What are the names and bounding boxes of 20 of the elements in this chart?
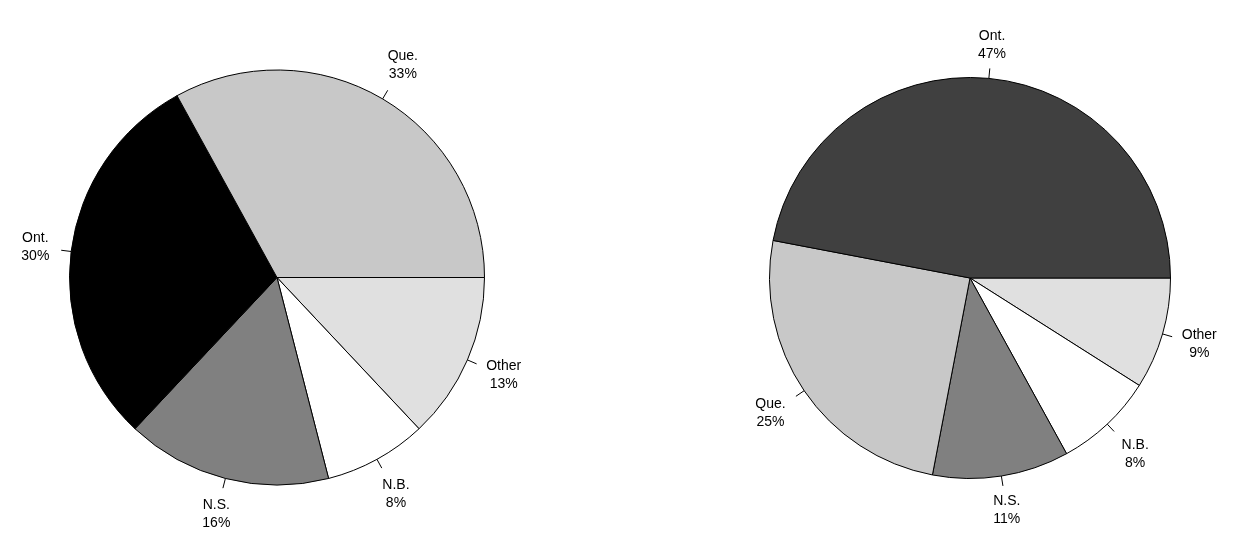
slice-label: Other bbox=[1181, 326, 1218, 343]
slice-label: N.S. bbox=[202, 495, 230, 512]
data-label: 30% bbox=[21, 246, 50, 263]
slice-label: N.S. bbox=[993, 492, 1021, 509]
slice-label: Ont. bbox=[978, 26, 1006, 43]
data-label: 33% bbox=[388, 64, 417, 81]
data-label: 11% bbox=[993, 510, 1021, 527]
data-label: 13% bbox=[489, 375, 518, 392]
slice-label: N.B. bbox=[382, 475, 410, 492]
data-label: 8% bbox=[385, 493, 407, 510]
slice-label: Que. bbox=[387, 46, 418, 63]
data-label: 47% bbox=[978, 44, 1007, 61]
data-label: 9% bbox=[1189, 344, 1210, 361]
slice-label: N.B. bbox=[1121, 435, 1149, 452]
slice-label: Ont. bbox=[22, 228, 49, 245]
slice-label: Que. bbox=[755, 395, 786, 412]
data-label: 16% bbox=[202, 513, 231, 530]
data-label: 25% bbox=[756, 413, 785, 430]
slice-label: Other bbox=[486, 357, 522, 374]
data-label: 8% bbox=[1125, 453, 1146, 470]
